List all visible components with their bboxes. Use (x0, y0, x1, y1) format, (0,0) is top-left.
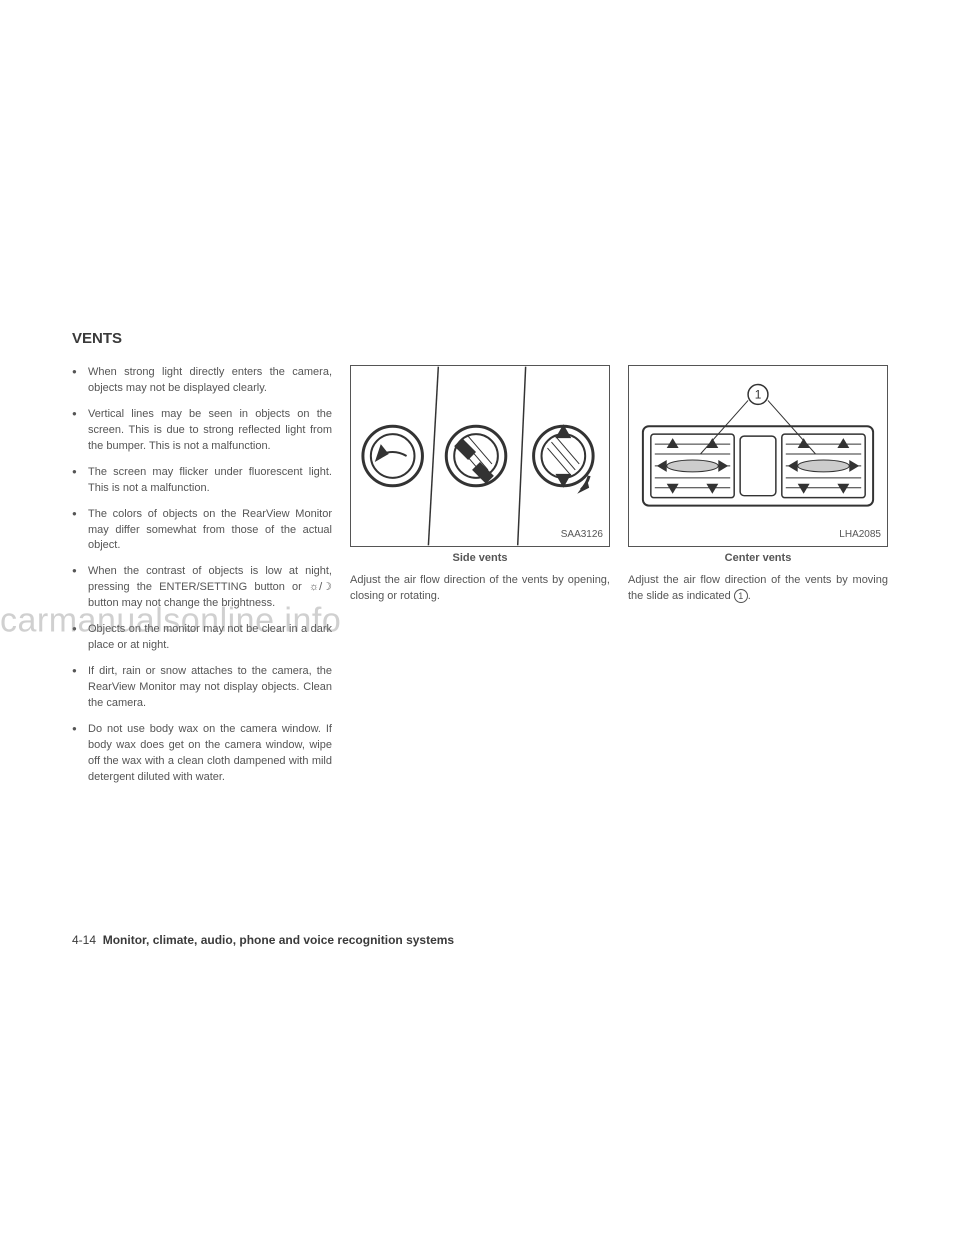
side-vents-description: Adjust the air flow direction of the ven… (350, 573, 610, 605)
list-item: When strong light directly enters the ca… (72, 365, 332, 397)
list-item: The screen may flicker under fluorescent… (72, 465, 332, 497)
figure-label: LHA2085 (839, 528, 881, 543)
side-vents-caption: Side vents (350, 551, 610, 567)
marker-1-icon: 1 (734, 589, 748, 603)
side-vents-figure: SAA3126 (350, 365, 610, 547)
list-item: When the contrast of objects is low at n… (72, 564, 332, 612)
list-item: If dirt, rain or snow attaches to the ca… (72, 664, 332, 712)
page-number: 4-14 (72, 933, 96, 947)
list-item: Vertical lines may be seen in objects on… (72, 407, 332, 455)
center-vents-caption: Center vents (628, 551, 888, 567)
list-item: The colors of objects on the RearView Mo… (72, 507, 332, 555)
figure-label: SAA3126 (561, 528, 603, 543)
column-right: 1 (628, 365, 888, 796)
three-column-layout: When strong light directly enters the ca… (72, 365, 888, 796)
center-vents-figure: 1 (628, 365, 888, 547)
center-vents-illustration: 1 (629, 366, 887, 546)
page-footer: 4-14 Monitor, climate, audio, phone and … (72, 933, 454, 947)
chapter-title: Monitor, climate, audio, phone and voice… (103, 933, 454, 947)
section-title: VENTS (72, 330, 888, 347)
desc-suffix: . (748, 590, 751, 602)
center-vents-description: Adjust the air flow direction of the ven… (628, 573, 888, 605)
side-vents-illustration (351, 366, 609, 546)
column-middle: SAA3126 Side vents Adjust the air flow d… (350, 365, 610, 796)
bullet-list: When strong light directly enters the ca… (72, 365, 332, 786)
list-item: Objects on the monitor may not be clear … (72, 622, 332, 654)
desc-prefix: Adjust the air flow direction of the ven… (628, 574, 888, 602)
svg-text:1: 1 (755, 387, 762, 401)
column-left: When strong light directly enters the ca… (72, 365, 332, 796)
list-item: Do not use body wax on the camera window… (72, 722, 332, 786)
